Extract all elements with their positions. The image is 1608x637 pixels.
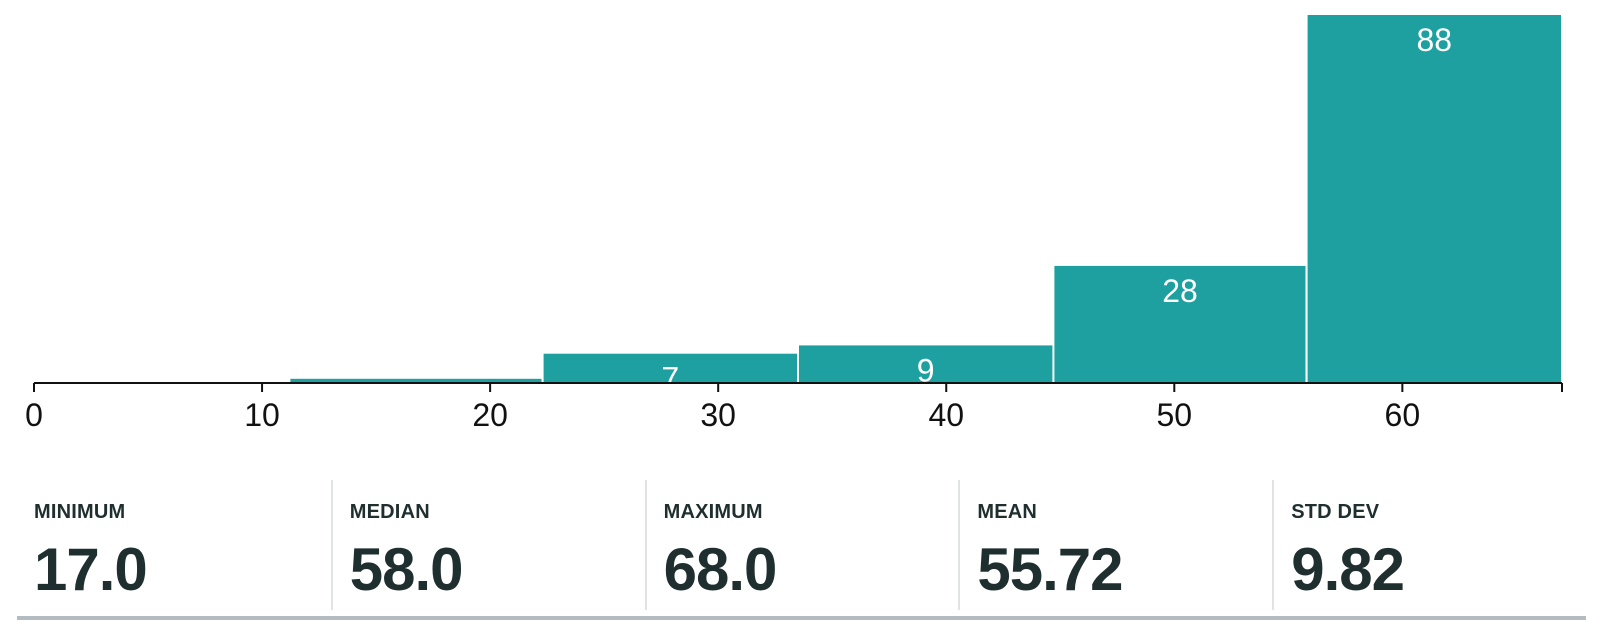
stat-minimum-label: MINIMUM bbox=[34, 501, 126, 523]
stat-std-dev: STD DEV 9.82 bbox=[1272, 480, 1586, 610]
stat-std-dev-label: STD DEV bbox=[1291, 501, 1380, 523]
x-tick-label-6: 60 bbox=[1385, 397, 1421, 433]
bar-label-3: 9 bbox=[917, 352, 935, 388]
stat-mean-label: MEAN bbox=[977, 501, 1038, 523]
stat-maximum-value: 68.0 bbox=[663, 536, 778, 603]
bar-labels-group: 7 9 28 88 bbox=[661, 22, 1453, 397]
summary-stats: MINIMUM 17.0 MEDIAN 58.0 MAXIMUM 68.0 ME… bbox=[17, 480, 1586, 610]
x-tick-label-2: 20 bbox=[472, 397, 508, 433]
stats-underline bbox=[17, 616, 1586, 620]
stat-minimum: MINIMUM 17.0 bbox=[17, 480, 331, 610]
stat-median: MEDIAN 58.0 bbox=[330, 480, 645, 610]
histogram-svg: 7 9 28 88 0 10 20 30 40 50 60 bbox=[25, 15, 1563, 433]
stat-mean: MEAN 55.72 bbox=[958, 480, 1272, 610]
histogram-bar-1 bbox=[290, 378, 542, 383]
stat-maximum: MAXIMUM 68.0 bbox=[644, 480, 959, 610]
bar-label-5: 88 bbox=[1417, 22, 1453, 58]
histogram-bar-2 bbox=[543, 353, 797, 383]
stat-std-dev-value: 9.82 bbox=[1291, 536, 1405, 603]
histogram-bar-5 bbox=[1307, 15, 1561, 383]
histogram-bar-3 bbox=[799, 345, 1053, 383]
histogram-bar-4 bbox=[1054, 265, 1306, 383]
x-tick-label-1: 10 bbox=[244, 397, 280, 433]
x-tick-label-5: 50 bbox=[1157, 397, 1193, 433]
stat-median-value: 58.0 bbox=[349, 536, 464, 603]
stat-minimum-value: 17.0 bbox=[34, 536, 148, 603]
x-tick-label-4: 40 bbox=[928, 397, 964, 433]
x-tick-label-3: 30 bbox=[700, 397, 736, 433]
stat-maximum-label: MAXIMUM bbox=[663, 501, 763, 523]
histogram-chart: 7 9 28 88 0 10 20 30 40 50 60 bbox=[25, 15, 1563, 433]
bar-label-4: 28 bbox=[1162, 273, 1198, 309]
stat-mean-value: 55.72 bbox=[977, 536, 1123, 603]
x-tick-label-0: 0 bbox=[25, 397, 43, 433]
stat-median-label: MEDIAN bbox=[349, 501, 430, 523]
bars-group bbox=[290, 15, 1561, 383]
x-axis-ticks: 0 10 20 30 40 50 60 bbox=[25, 383, 1563, 433]
bar-label-2: 7 bbox=[661, 361, 679, 397]
